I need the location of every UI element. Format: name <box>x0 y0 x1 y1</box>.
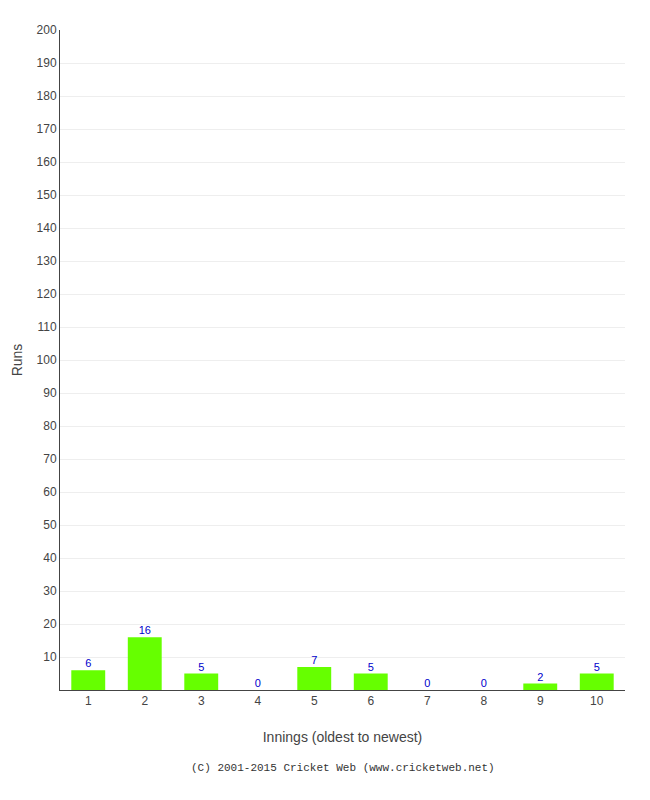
svg-text:90: 90 <box>43 386 57 400</box>
svg-text:170: 170 <box>37 122 57 136</box>
svg-text:190: 190 <box>37 56 57 70</box>
svg-text:30: 30 <box>43 584 57 598</box>
svg-text:180: 180 <box>37 89 57 103</box>
svg-text:0: 0 <box>481 677 487 689</box>
svg-text:7: 7 <box>424 694 431 708</box>
svg-text:150: 150 <box>37 188 57 202</box>
svg-text:16: 16 <box>139 624 151 636</box>
svg-text:60: 60 <box>43 485 57 499</box>
svg-text:10: 10 <box>590 694 604 708</box>
svg-text:80: 80 <box>43 419 57 433</box>
svg-text:20: 20 <box>43 617 57 631</box>
svg-text:130: 130 <box>37 254 57 268</box>
svg-text:6: 6 <box>367 694 374 708</box>
svg-text:70: 70 <box>43 452 57 466</box>
svg-text:160: 160 <box>37 155 57 169</box>
svg-text:5: 5 <box>198 661 204 673</box>
svg-text:3: 3 <box>198 694 205 708</box>
svg-text:7: 7 <box>311 654 317 666</box>
svg-text:110: 110 <box>37 320 56 334</box>
svg-text:200: 200 <box>37 23 57 37</box>
svg-text:120: 120 <box>37 287 57 301</box>
svg-text:9: 9 <box>537 694 544 708</box>
svg-text:8: 8 <box>480 694 487 708</box>
svg-text:50: 50 <box>43 518 57 532</box>
svg-text:140: 140 <box>37 221 57 235</box>
svg-text:1: 1 <box>85 694 92 708</box>
svg-text:4: 4 <box>254 694 261 708</box>
svg-text:40: 40 <box>43 551 57 565</box>
svg-text:6: 6 <box>85 657 91 669</box>
svg-text:Runs: Runs <box>9 344 25 377</box>
svg-text:0: 0 <box>255 677 261 689</box>
svg-text:5: 5 <box>368 661 374 673</box>
svg-text:(C) 2001-2015 Cricket Web (www: (C) 2001-2015 Cricket Web (www.cricketwe… <box>191 762 495 774</box>
svg-text:10: 10 <box>43 650 57 664</box>
svg-text:Innings (oldest to newest): Innings (oldest to newest) <box>263 729 423 745</box>
svg-text:2: 2 <box>141 694 148 708</box>
svg-text:100: 100 <box>37 353 57 367</box>
svg-text:5: 5 <box>594 661 600 673</box>
svg-text:5: 5 <box>311 694 318 708</box>
svg-text:2: 2 <box>537 671 543 683</box>
svg-text:0: 0 <box>424 677 430 689</box>
